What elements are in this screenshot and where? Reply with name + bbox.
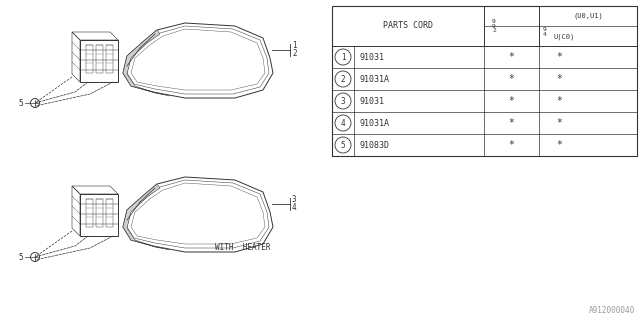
Text: *: * [509, 74, 515, 84]
Text: 3: 3 [292, 196, 296, 204]
Text: 91031A: 91031A [360, 75, 390, 84]
Text: *: * [556, 118, 562, 128]
Text: (U0,U1): (U0,U1) [573, 13, 603, 19]
Text: U(C0): U(C0) [553, 34, 574, 40]
Text: *: * [509, 52, 515, 62]
Text: 4: 4 [340, 118, 346, 127]
Text: *: * [509, 118, 515, 128]
Bar [80, 194, 118, 236]
Text: 5: 5 [19, 252, 23, 261]
Text: 5: 5 [340, 140, 346, 149]
Text: 91083D: 91083D [360, 140, 390, 149]
Text: PARTS CORD: PARTS CORD [383, 21, 433, 30]
Bar [86, 199, 93, 227]
Text: A912000040: A912000040 [589, 306, 635, 315]
Text: *: * [509, 96, 515, 106]
Text: 4: 4 [292, 204, 296, 212]
Bar [96, 199, 103, 227]
Bar [106, 199, 113, 227]
Text: 3: 3 [340, 97, 346, 106]
Text: *: * [556, 96, 562, 106]
Text: *: * [556, 52, 562, 62]
Text: 1: 1 [292, 42, 296, 51]
Bar [86, 45, 93, 73]
Text: 91031A: 91031A [360, 118, 390, 127]
Text: 5: 5 [19, 99, 23, 108]
Text: WITH  HEATER: WITH HEATER [215, 244, 271, 252]
Polygon shape [123, 184, 170, 250]
Text: *: * [509, 140, 515, 150]
Text: 9
9
2: 9 9 2 [492, 19, 496, 33]
Text: *: * [556, 140, 562, 150]
Text: 2: 2 [340, 75, 346, 84]
Bar [96, 45, 103, 73]
Bar [80, 40, 118, 82]
Text: 1: 1 [340, 52, 346, 61]
Text: 9
4: 9 4 [543, 27, 547, 37]
Text: 91031: 91031 [360, 97, 385, 106]
Polygon shape [123, 30, 170, 96]
Bar [106, 45, 113, 73]
Text: 2: 2 [292, 50, 296, 59]
Text: 91031: 91031 [360, 52, 385, 61]
Text: *: * [556, 74, 562, 84]
Bar [332, 6, 637, 156]
